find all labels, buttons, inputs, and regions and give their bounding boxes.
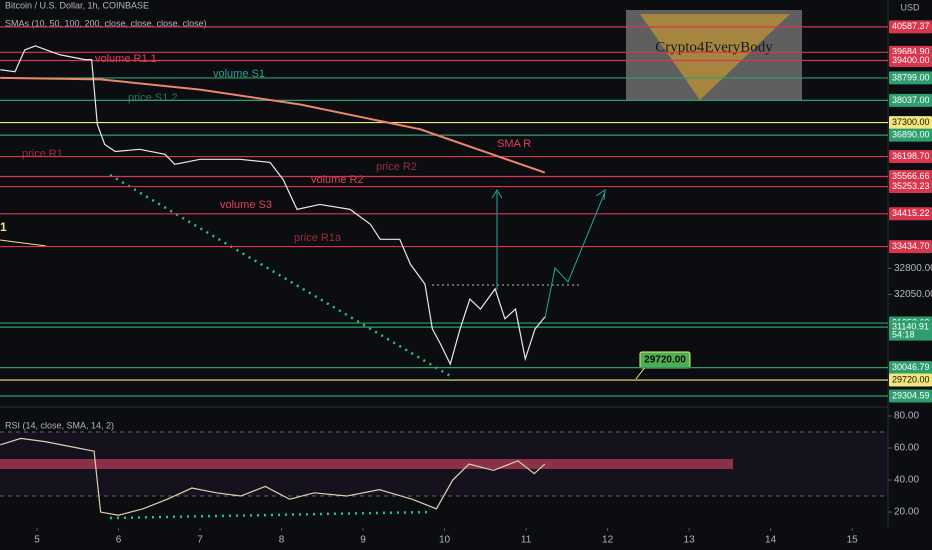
countdown: 54:18: [892, 329, 915, 339]
x-tick-label: 12: [602, 535, 614, 546]
x-tick-label: 9: [360, 535, 366, 546]
level-label: 38037.00: [892, 95, 930, 105]
projection-head: [595, 188, 606, 201]
level-label: 34415.22: [892, 208, 930, 218]
x-tick-label: 7: [197, 535, 203, 546]
y-tick-label: 60.00: [894, 443, 919, 454]
projection: [544, 191, 606, 319]
level-box: [889, 361, 932, 375]
price-line: [0, 437, 546, 516]
y-tick-label: 32050.00: [894, 289, 932, 300]
level-label: 29720.00: [892, 374, 930, 384]
level-box: [889, 128, 932, 142]
level-label: 36198.70: [892, 151, 930, 161]
annotation: volume S3: [220, 199, 272, 211]
logo-shape: [640, 14, 790, 100]
band-fill: [0, 432, 888, 497]
x-tick-label: 11: [521, 535, 532, 546]
x-tick-label: 15: [847, 535, 859, 546]
level-box: [889, 207, 932, 221]
annotation: volume S1: [213, 68, 265, 80]
rsi-trend-line: [109, 510, 431, 520]
annotation: price R1a: [294, 232, 342, 244]
rsi-zone: [0, 459, 733, 469]
annotation: volume R2: [311, 174, 364, 186]
level-label: 33434.70: [892, 241, 930, 251]
level-box: [889, 93, 932, 107]
level-label: 35253.23: [892, 181, 930, 191]
x-tick-label: 13: [684, 535, 696, 546]
marker: 1: [0, 220, 7, 234]
level-label: 36890.00: [892, 129, 930, 139]
annotation: price S1.2: [128, 92, 178, 104]
x-tick-label: 10: [439, 535, 451, 546]
level-label: 38799.00: [892, 72, 930, 82]
level-box: [889, 240, 932, 254]
rsi-title: RSI (14, close, SMA, 14, 2): [5, 420, 114, 430]
level-label: 29304.59: [892, 390, 930, 400]
level-box: [889, 180, 932, 194]
level-box: [889, 116, 932, 130]
x-tick-label: 6: [116, 535, 122, 546]
level-label: 30046.79: [892, 362, 930, 372]
annotation: price R1: [22, 148, 63, 160]
level-box: [889, 150, 932, 164]
annotation: price R2: [376, 161, 417, 173]
y-tick-label: 40.00: [894, 475, 919, 486]
marker-line: [0, 239, 47, 247]
level-box: [889, 389, 932, 403]
x-tick-label: 8: [279, 535, 285, 546]
currency: USD: [900, 2, 920, 12]
level-box: [889, 53, 932, 67]
level-label: 35566.66: [892, 171, 930, 181]
x-tick-label: 14: [765, 535, 777, 546]
level-box: [889, 373, 932, 387]
price-line: [0, 45, 546, 366]
indicator-label: SMAs (10, 50, 100, 200, close, close, cl…: [5, 18, 207, 28]
chart-title: Bitcoin / U.S. Dollar, 1h, COINBASE: [5, 0, 149, 10]
y-tick-label: 32800.00: [894, 263, 932, 274]
level-label: 39684.90: [892, 47, 930, 57]
y-tick-label: 80.00: [894, 411, 919, 422]
sma-line: [0, 76, 546, 174]
level-label: 39400.00: [892, 55, 930, 65]
logo-text: Crypto4EveryBody: [655, 39, 773, 55]
arrow-head: [491, 189, 503, 199]
annotation: SMA R: [497, 138, 531, 150]
level-label: 31140.91: [892, 321, 929, 331]
level-label: 40587.37: [892, 21, 930, 31]
level-box: [889, 20, 932, 34]
level-label: 37300.00: [892, 117, 930, 127]
callout: 29720.00: [644, 355, 686, 366]
x-tick-label: 5: [34, 535, 40, 546]
countdown-box: [889, 329, 932, 341]
level-box: [889, 170, 932, 184]
annotation: volume R1.1: [95, 53, 157, 65]
y-tick-label: 20.00: [894, 507, 919, 518]
level-box: [889, 71, 932, 85]
